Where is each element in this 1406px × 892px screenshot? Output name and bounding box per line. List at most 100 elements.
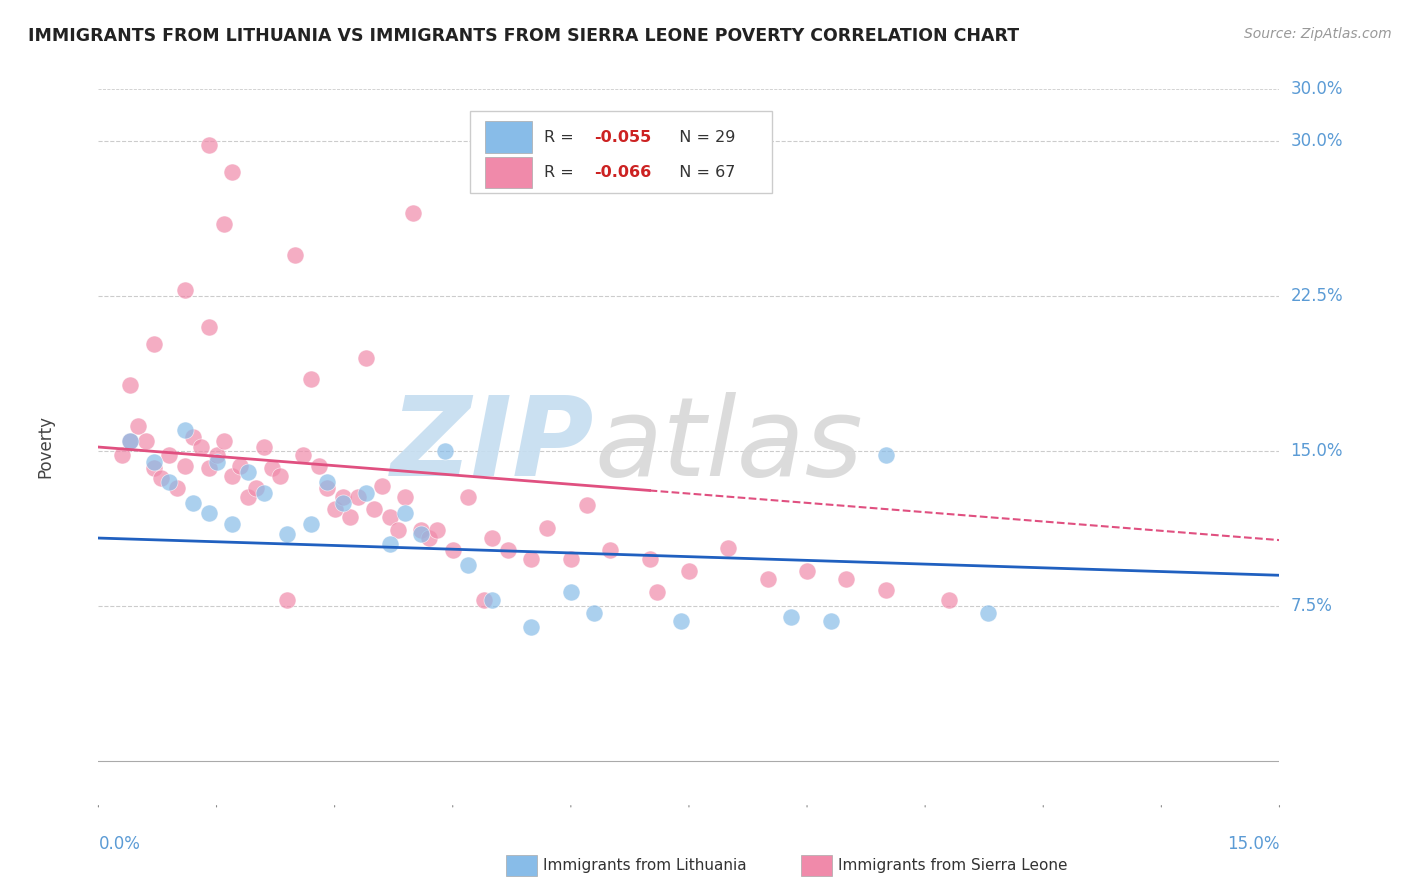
Point bbox=[387, 523, 409, 537]
Text: N = 67: N = 67 bbox=[669, 165, 735, 180]
Point bbox=[150, 471, 173, 485]
Point bbox=[481, 531, 503, 545]
Point bbox=[339, 510, 361, 524]
Text: N = 29: N = 29 bbox=[669, 129, 735, 145]
Point bbox=[472, 593, 495, 607]
Text: R =: R = bbox=[544, 165, 578, 180]
Point bbox=[142, 460, 165, 475]
Bar bbox=[485, 157, 531, 188]
Point bbox=[378, 537, 401, 551]
Text: 15.0%: 15.0% bbox=[1291, 442, 1343, 460]
Point bbox=[253, 485, 276, 500]
Point bbox=[418, 531, 440, 545]
Point bbox=[236, 490, 259, 504]
Point bbox=[111, 448, 134, 462]
Point bbox=[394, 490, 416, 504]
Point bbox=[190, 440, 212, 454]
Point bbox=[560, 584, 582, 599]
Point bbox=[354, 351, 377, 365]
Bar bbox=[485, 121, 531, 153]
Point bbox=[245, 482, 267, 496]
Text: R =: R = bbox=[544, 129, 578, 145]
Point bbox=[496, 543, 519, 558]
Point bbox=[756, 573, 779, 587]
Point bbox=[253, 440, 276, 454]
Point bbox=[378, 510, 401, 524]
Point bbox=[647, 584, 669, 599]
Point bbox=[354, 485, 377, 500]
Point bbox=[977, 606, 1000, 620]
Text: 0.0%: 0.0% bbox=[98, 835, 141, 853]
Point bbox=[118, 378, 141, 392]
Point bbox=[205, 448, 228, 462]
Point bbox=[638, 551, 661, 566]
Point bbox=[394, 506, 416, 520]
Point bbox=[276, 593, 298, 607]
Point bbox=[299, 372, 322, 386]
Point bbox=[221, 165, 243, 179]
FancyBboxPatch shape bbox=[471, 111, 772, 193]
Text: -0.066: -0.066 bbox=[595, 165, 652, 180]
Text: Immigrants from Lithuania: Immigrants from Lithuania bbox=[543, 858, 747, 872]
Point bbox=[236, 465, 259, 479]
Point bbox=[299, 516, 322, 531]
Point bbox=[575, 498, 598, 512]
Point bbox=[411, 523, 433, 537]
Point bbox=[315, 482, 337, 496]
Text: Source: ZipAtlas.com: Source: ZipAtlas.com bbox=[1244, 27, 1392, 41]
Point bbox=[214, 217, 236, 231]
Point bbox=[875, 448, 897, 462]
Point bbox=[457, 558, 479, 572]
Point bbox=[142, 454, 165, 468]
Point bbox=[481, 593, 503, 607]
Point bbox=[181, 430, 204, 444]
Point bbox=[118, 434, 141, 448]
Point bbox=[780, 609, 803, 624]
Point bbox=[717, 541, 740, 556]
Point bbox=[197, 460, 219, 475]
Point bbox=[260, 460, 283, 475]
Point bbox=[135, 434, 157, 448]
Point bbox=[197, 506, 219, 520]
Point bbox=[599, 543, 621, 558]
Point bbox=[284, 248, 307, 262]
Text: 22.5%: 22.5% bbox=[1291, 287, 1343, 305]
Point bbox=[197, 320, 219, 334]
Point bbox=[433, 444, 456, 458]
Point bbox=[174, 283, 197, 297]
Point bbox=[402, 206, 425, 220]
Point bbox=[875, 582, 897, 597]
Point bbox=[229, 458, 252, 473]
Point bbox=[457, 490, 479, 504]
Text: ZIP: ZIP bbox=[391, 392, 595, 500]
Point bbox=[520, 551, 543, 566]
Point bbox=[678, 564, 700, 578]
Point bbox=[363, 502, 385, 516]
Point bbox=[520, 620, 543, 634]
Point bbox=[332, 490, 354, 504]
Point bbox=[174, 458, 197, 473]
Text: Poverty: Poverty bbox=[37, 415, 55, 477]
Point bbox=[157, 475, 180, 490]
Point bbox=[411, 527, 433, 541]
Text: 7.5%: 7.5% bbox=[1291, 598, 1333, 615]
Point bbox=[197, 138, 219, 153]
Point bbox=[315, 475, 337, 490]
Point bbox=[426, 523, 449, 537]
Point bbox=[276, 527, 298, 541]
Point bbox=[669, 614, 692, 628]
Point bbox=[127, 419, 149, 434]
Text: Immigrants from Sierra Leone: Immigrants from Sierra Leone bbox=[838, 858, 1067, 872]
Point bbox=[560, 551, 582, 566]
Point bbox=[118, 434, 141, 448]
Point bbox=[583, 606, 606, 620]
Point bbox=[174, 424, 197, 438]
Point bbox=[292, 448, 315, 462]
Point bbox=[835, 573, 858, 587]
Point bbox=[166, 482, 188, 496]
Point bbox=[221, 516, 243, 531]
Point bbox=[221, 469, 243, 483]
Point bbox=[157, 448, 180, 462]
Point bbox=[347, 490, 370, 504]
Point bbox=[332, 496, 354, 510]
